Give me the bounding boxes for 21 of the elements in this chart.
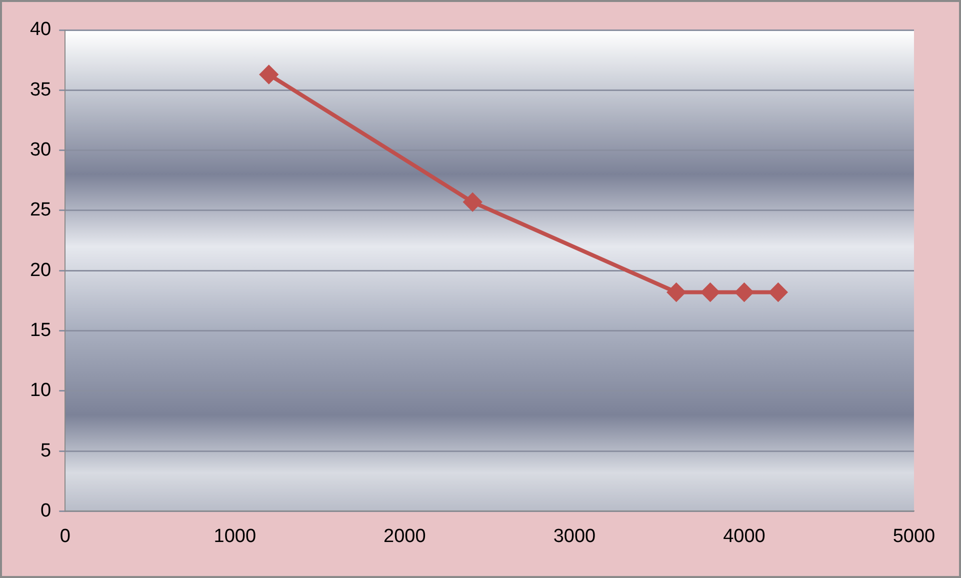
y-tick-label: 30 <box>30 140 52 161</box>
point <box>260 66 278 84</box>
x-tick-label: 2000 <box>384 526 426 547</box>
y-tick-label: 10 <box>30 380 52 402</box>
point <box>735 283 754 302</box>
point <box>769 283 788 302</box>
y-tick-label: 5 <box>40 440 52 462</box>
x-tick-label: 3000 <box>553 526 596 547</box>
x-tick-label: 1000 <box>214 526 256 547</box>
x-tick-label: 5000 <box>892 526 936 547</box>
x-tick-label: 0 <box>60 526 70 547</box>
y-tick-label: 15 <box>30 320 52 341</box>
x-tick-label: 4000 <box>723 526 766 547</box>
y-tick-label: 20 <box>30 260 52 281</box>
y-tick-label: 35 <box>30 79 52 100</box>
point <box>701 283 720 302</box>
point <box>464 193 482 212</box>
y-tick-label: 25 <box>30 200 52 221</box>
y-tick-label: 0 <box>40 500 52 522</box>
point <box>667 283 686 302</box>
y-tick-label: 40 <box>30 19 52 40</box>
